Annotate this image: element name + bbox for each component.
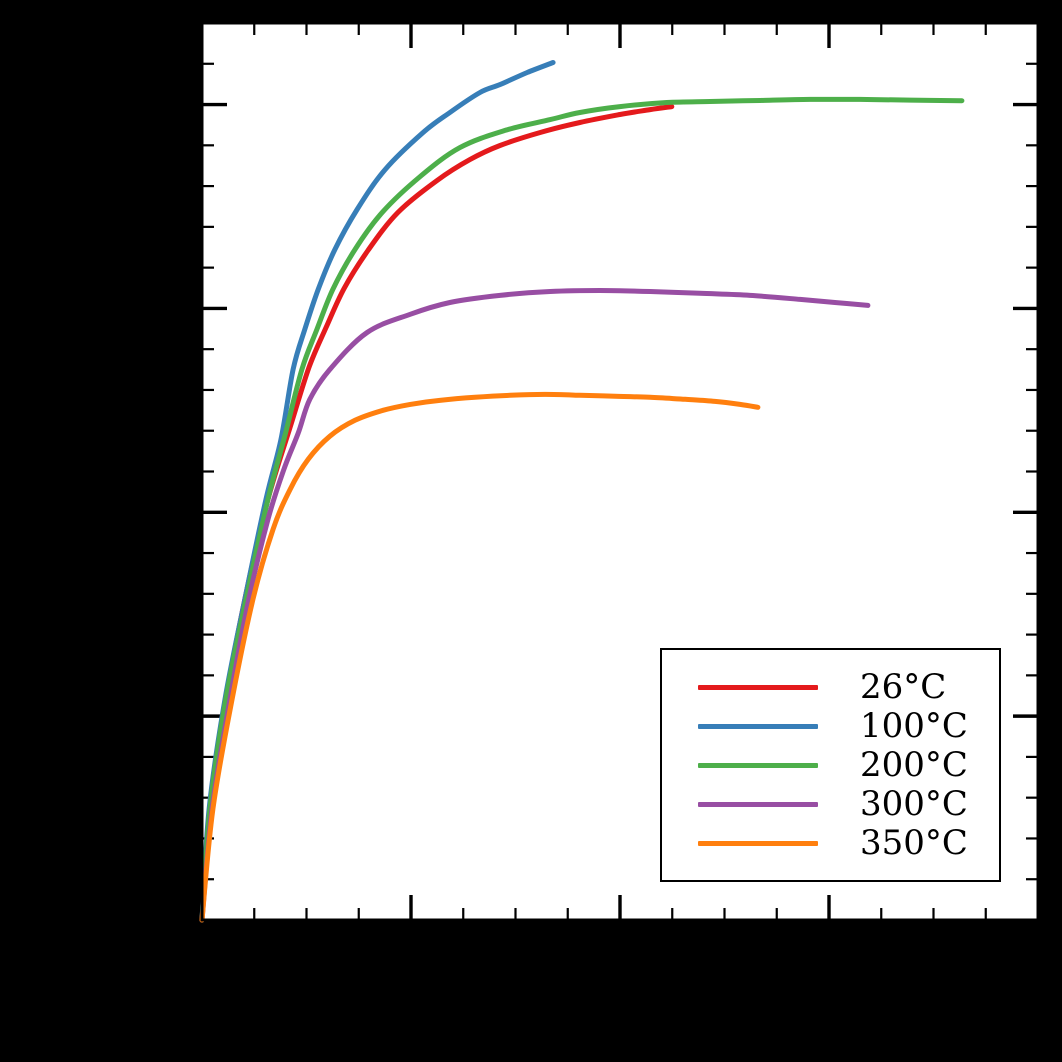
series-curve-200c [199,96,965,923]
legend-item: 200°C [698,746,999,785]
legend-label-100c: 100°C [860,706,968,746]
legend-label-300c: 300°C [860,784,968,824]
legend-line-100c-icon [698,723,818,729]
legend-line-300c-icon [698,801,818,807]
legend-label-350c: 350°C [860,823,968,863]
series-curve-350c [199,391,761,923]
legend-line-350c-icon [698,840,818,846]
legend-box: 26°C 100°C 200°C 300°C 350°C [660,648,1001,882]
plot-spines [200,21,1040,922]
legend-line-26c-icon [698,684,818,690]
legend-item: 300°C [698,785,999,824]
legend-label-26c: 26°C [860,667,947,707]
series-curve-300c [199,288,871,923]
legend-item: 26°C [698,668,999,707]
legend-label-200c: 200°C [860,745,968,785]
legend-item: 350°C [698,824,999,863]
legend-item: 100°C [698,707,999,746]
legend-line-200c-icon [698,762,818,768]
